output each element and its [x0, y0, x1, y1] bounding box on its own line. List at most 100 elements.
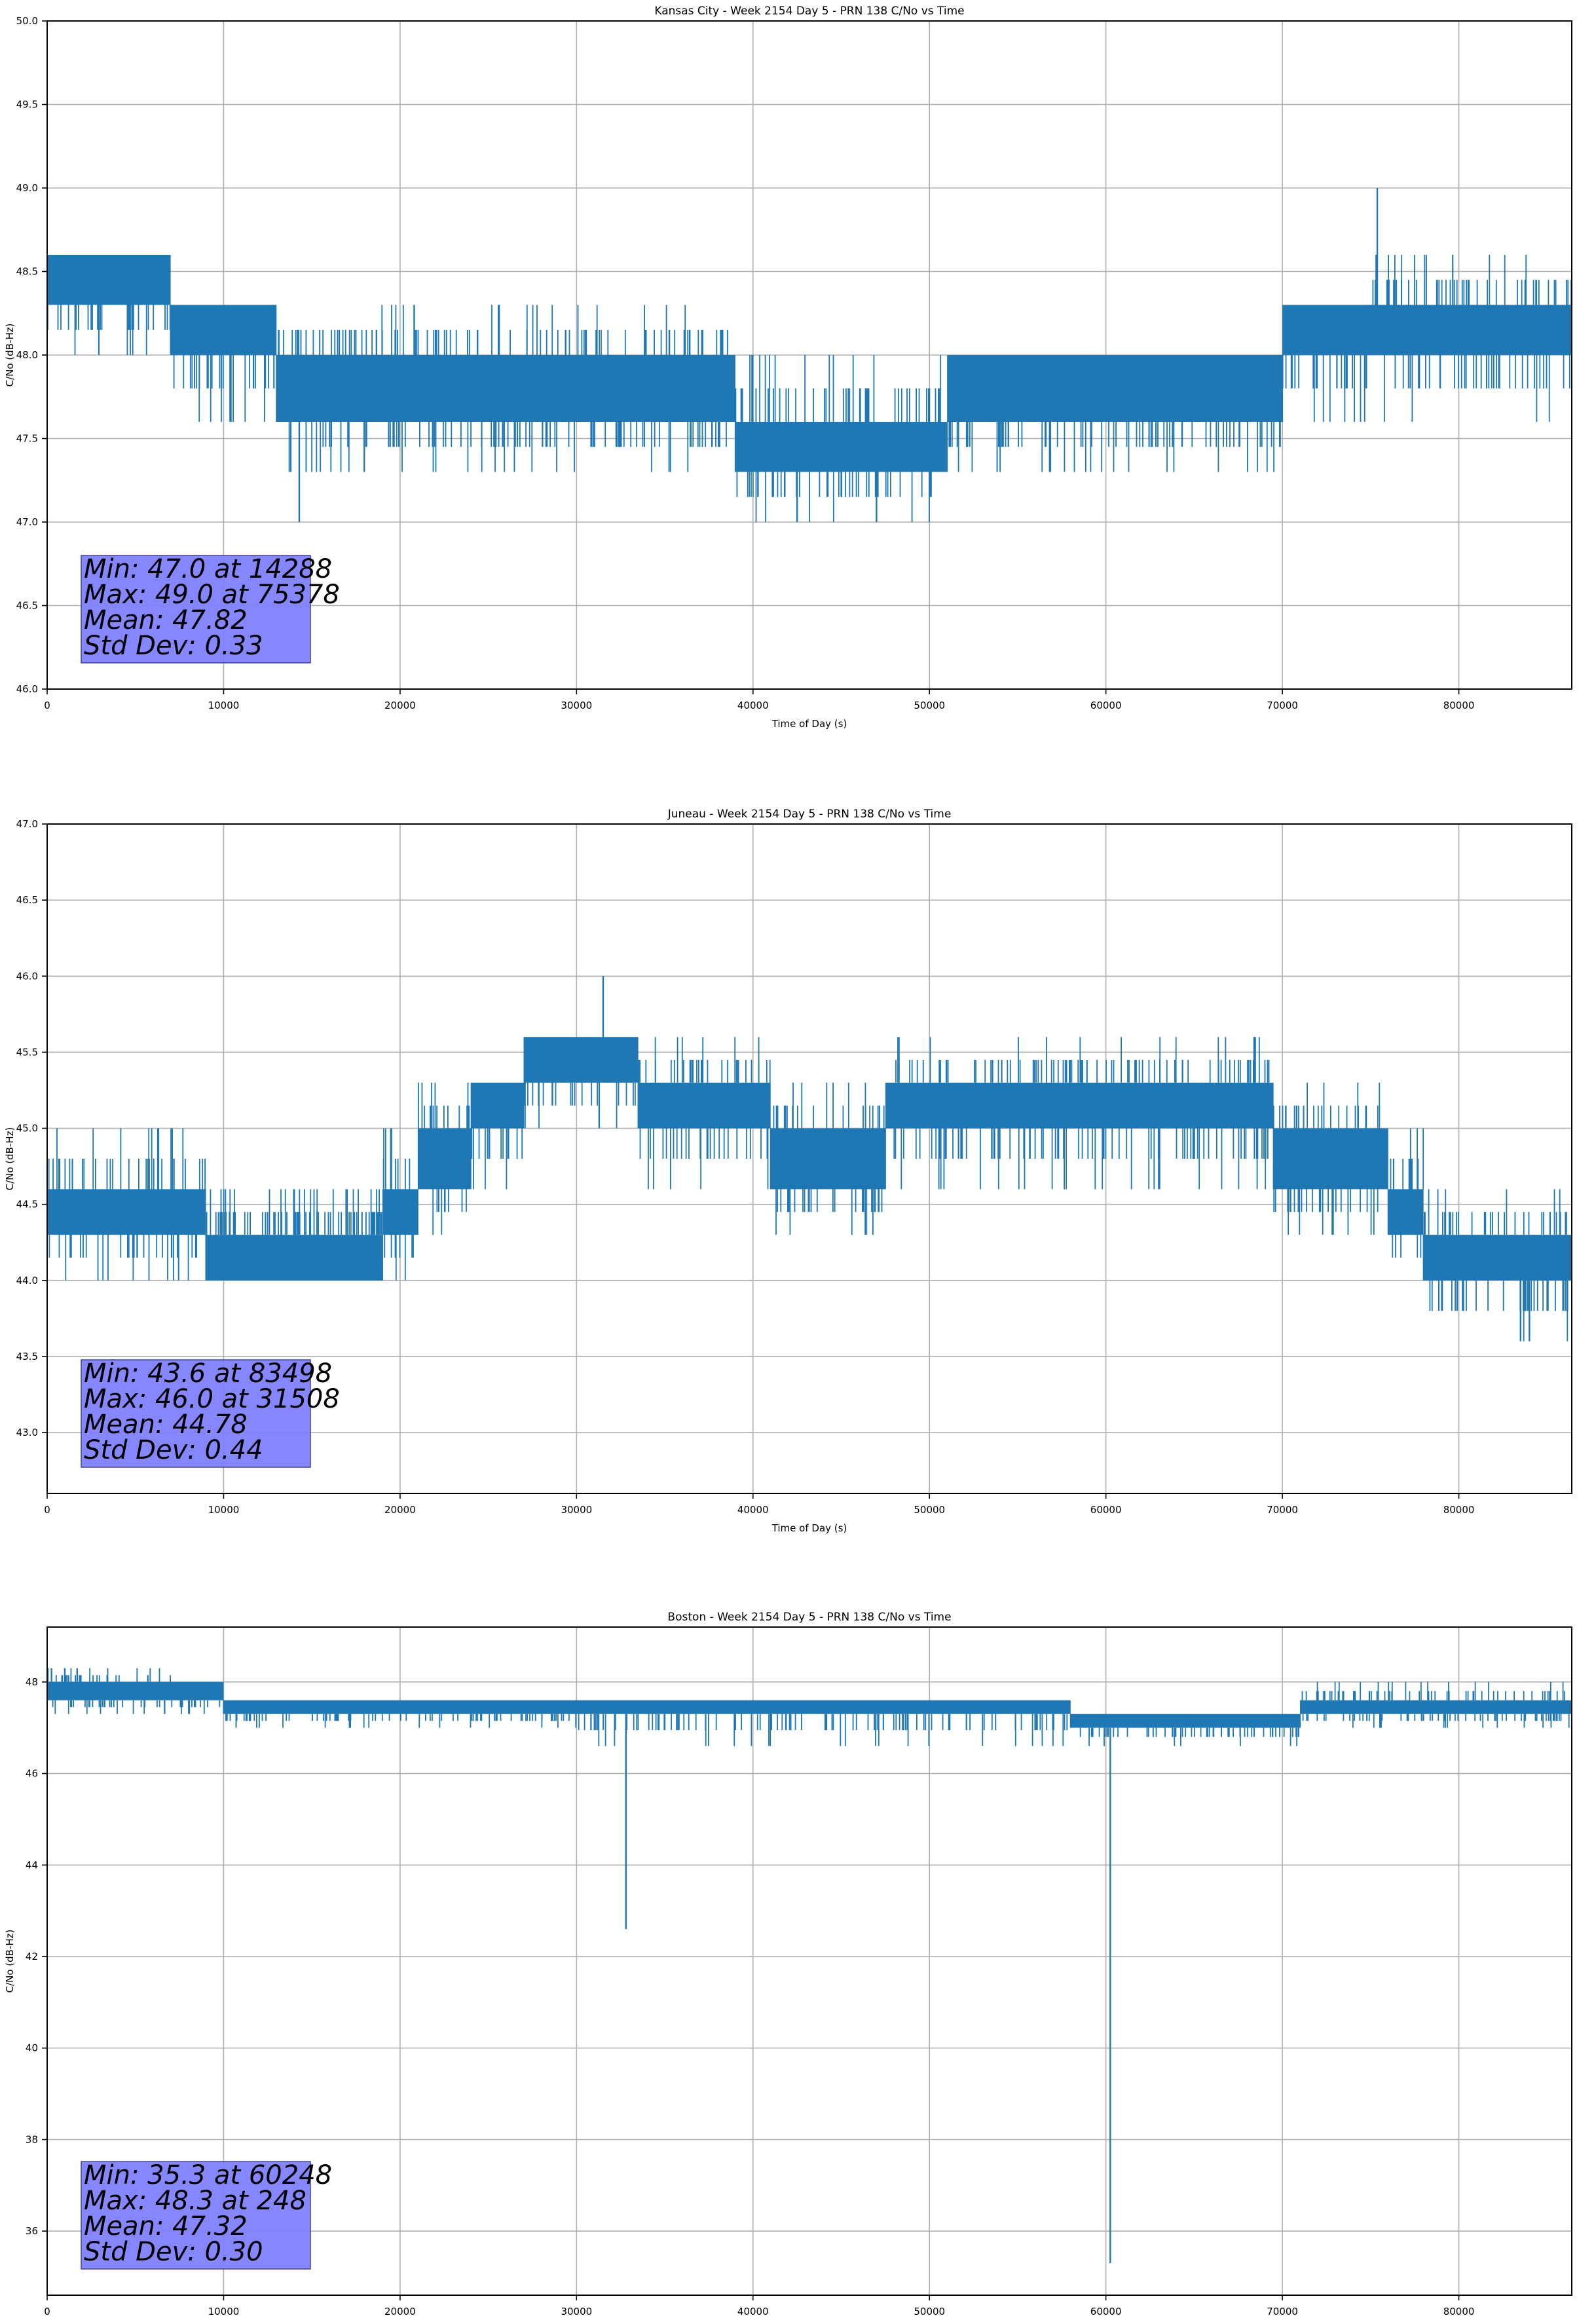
chart-title: Juneau - Week 2154 Day 5 - PRN 138 C/No … [667, 808, 952, 821]
series-band [47, 1681, 171, 1700]
y-tick-label: 46 [26, 1768, 38, 1780]
x-tick-label: 20000 [384, 700, 416, 711]
series-band [470, 1082, 524, 1129]
series-band [885, 1082, 1071, 1129]
series-band [638, 1082, 771, 1129]
x-tick-label: 30000 [561, 700, 592, 711]
y-tick-label: 50.0 [16, 15, 38, 27]
series-fringe [578, 1714, 1068, 1746]
series-fringe [638, 1037, 771, 1190]
y-tick-label: 47.0 [16, 516, 38, 528]
series-fringe [1272, 1082, 1381, 1235]
y-axis-label: C/No (dB-Hz) [4, 1127, 16, 1191]
series-fringe [322, 305, 728, 472]
series-band [276, 355, 321, 422]
y-tick-label: 43.5 [16, 1351, 38, 1362]
x-tick-label: 60000 [1090, 2306, 1122, 2317]
y-tick-label: 46.5 [16, 894, 38, 906]
y-tick-label: 49.0 [16, 182, 38, 194]
x-tick-label: 10000 [208, 700, 240, 711]
y-axis-label: C/No (dB-Hz) [4, 1930, 16, 1993]
x-tick-label: 20000 [384, 1504, 416, 1516]
y-tick-label: 49.5 [16, 99, 38, 111]
stats-line: Std Dev: 0.30 [84, 2237, 263, 2267]
series-line [47, 188, 1572, 522]
series-band [1088, 355, 1283, 422]
x-tick-label: 0 [44, 700, 50, 711]
y-axis-label: C/No (dB-Hz) [4, 324, 16, 387]
series-band [320, 355, 735, 422]
series-band [1300, 1700, 1572, 1714]
chart-panel-1: 0 10000 20000 30000 40000 50000 60000 70000 8000… [4, 808, 1572, 1534]
y-tick-label: 48 [26, 1676, 38, 1688]
stats-line: Std Dev: 0.44 [84, 1435, 263, 1465]
stats-line: Max: 46.0 at 31508 [84, 1384, 340, 1414]
y-tick-label: 36 [26, 2225, 38, 2237]
stats-line: Mean: 44.78 [84, 1410, 248, 1440]
series-fringe [382, 1128, 414, 1281]
series-fringe [225, 1714, 577, 1728]
series-band [1370, 305, 1572, 355]
series-fringe [173, 355, 275, 422]
x-tick-label: 20000 [384, 2306, 416, 2317]
series-fringe [278, 329, 322, 472]
series-fringe [171, 1700, 221, 1714]
x-tick-label: 70000 [1267, 2306, 1298, 2317]
x-tick-label: 70000 [1267, 700, 1298, 711]
x-tick-label: 80000 [1443, 700, 1475, 711]
y-tick-label: 44.5 [16, 1199, 38, 1210]
x-tick-label: 60000 [1090, 700, 1122, 711]
series-fringe [1106, 1727, 1299, 1746]
stats-line: Max: 49.0 at 75378 [84, 580, 340, 610]
y-tick-label: 48.5 [16, 266, 38, 278]
x-tick-label: 30000 [561, 1504, 592, 1516]
series-band [770, 1128, 885, 1190]
stats-box-background [81, 555, 311, 664]
series-band [947, 355, 1088, 422]
series-band [47, 255, 171, 305]
y-tick-label: 45.5 [16, 1046, 38, 1058]
chart-panel-0: 0 10000 20000 30000 40000 50000 60000 70000 8000… [4, 5, 1572, 730]
stats-line: Min: 35.3 at 60248 [84, 2160, 332, 2190]
series-band [170, 305, 277, 355]
series-band [1388, 1189, 1424, 1235]
series-fringe [1390, 1128, 1424, 1258]
y-tick-label: 48.0 [16, 349, 38, 361]
series-band [1105, 1714, 1301, 1728]
series-fringe [1079, 1727, 1106, 1746]
series-band [417, 1128, 471, 1190]
y-tick-label: 46.0 [16, 970, 38, 982]
x-tick-label: 50000 [914, 2306, 945, 2317]
series-band [47, 1189, 206, 1235]
series-band [382, 1189, 418, 1235]
series-line [46, 976, 1572, 1341]
stats-line: Min: 47.0 at 14288 [84, 554, 332, 584]
y-tick-label: 44.0 [16, 1275, 38, 1286]
stats-line: Max: 48.3 at 248 [84, 2186, 306, 2216]
series-fringe [1424, 1189, 1572, 1341]
x-tick-label: 10000 [208, 1504, 240, 1516]
y-tick-label: 46.5 [16, 600, 38, 612]
stats-line: Mean: 47.32 [84, 2211, 248, 2241]
y-tick-label: 47.5 [16, 433, 38, 445]
series-fringe [206, 1189, 382, 1235]
x-tick-label: 40000 [737, 1504, 769, 1516]
series-fringe [735, 355, 942, 522]
series-fringe [893, 1037, 1071, 1190]
axes-frame [46, 1626, 1572, 2296]
x-tick-label: 50000 [914, 700, 945, 711]
series-fringe [1301, 1681, 1570, 1728]
stats-line: Min: 43.6 at 83498 [84, 1359, 332, 1389]
y-tick-label: 46.0 [16, 683, 38, 695]
x-tick-label: 0 [44, 1504, 50, 1516]
y-tick-label: 43.0 [16, 1427, 38, 1438]
series-band [1070, 1714, 1106, 1728]
series-band [170, 1681, 224, 1700]
series-band [735, 422, 948, 472]
stats-box-background [81, 2161, 311, 2270]
series-fringe [418, 1082, 470, 1235]
y-tick-label: 40 [26, 2042, 38, 2054]
